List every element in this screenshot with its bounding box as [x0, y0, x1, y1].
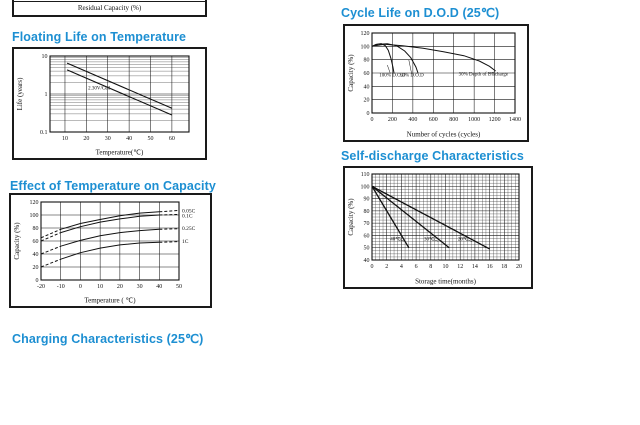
svg-text:80: 80 [364, 58, 370, 64]
svg-text:50: 50 [176, 284, 182, 290]
svg-text:20℃: 20℃ [458, 236, 469, 242]
svg-text:Temperature ( ℃): Temperature ( ℃) [84, 297, 136, 305]
svg-text:60: 60 [33, 239, 39, 245]
svg-text:50: 50 [148, 136, 154, 142]
svg-text:40: 40 [33, 252, 39, 258]
svg-text:0: 0 [79, 284, 82, 290]
svg-text:Life (years): Life (years) [16, 77, 24, 111]
svg-text:80: 80 [33, 226, 39, 232]
svg-text:40: 40 [126, 136, 132, 142]
svg-text:10: 10 [62, 136, 68, 142]
svg-text:-10: -10 [57, 284, 65, 290]
self-discharge-title: Self-discharge Characteristics [341, 149, 524, 163]
svg-text:18: 18 [501, 264, 507, 270]
svg-text:Capacity (%): Capacity (%) [13, 222, 21, 260]
self-discharge-chart: 0 2 4 6 8 10 12 14 16 18 20 40 50 60 70 80 90 100 110 Stora… [343, 166, 533, 289]
svg-text:1000: 1000 [468, 117, 480, 123]
svg-text:2.30V/Cell: 2.30V/Cell [88, 87, 111, 92]
svg-text:1200: 1200 [489, 117, 501, 123]
cycle-life-plot: 0 200 400 600 800 1000 1200 1400 0 20 40 60 80 100 120… [347, 31, 521, 139]
svg-text:40℃: 40℃ [390, 236, 401, 242]
svg-text:20: 20 [117, 284, 123, 290]
svg-text:16: 16 [487, 264, 493, 270]
svg-text:60: 60 [364, 233, 370, 239]
cycle-life-title: Cycle Life on D.O.D (25℃) [341, 6, 500, 20]
svg-text:100: 100 [361, 184, 370, 190]
svg-text:70: 70 [364, 221, 370, 227]
svg-text:0: 0 [36, 278, 39, 284]
svg-text:110: 110 [361, 172, 370, 178]
svg-text:10: 10 [97, 284, 103, 290]
svg-text:100% D.O.D: 100% D.O.D [379, 73, 406, 78]
floating-life-plot: 10 20 30 40 50 60 0.1 1 10 Temperature(℃) Life (ye… [16, 54, 190, 157]
svg-text:30: 30 [137, 284, 143, 290]
svg-text:40: 40 [364, 84, 370, 90]
svg-text:90: 90 [364, 197, 370, 203]
svg-text:120: 120 [361, 31, 370, 37]
svg-text:20: 20 [83, 136, 89, 142]
svg-text:800: 800 [449, 117, 458, 123]
floating-life-title: Floating Life on Temperature [12, 30, 187, 44]
cycle-life-chart: 0 200 400 600 800 1000 1200 1400 0 20 40 60 80 100 120… [343, 24, 529, 142]
svg-text:1C: 1C [182, 239, 189, 245]
svg-text:Number of cycles (cycles): Number of cycles (cycles) [407, 131, 481, 139]
cutoff-chart-fragment: Residual Capacity (%) [12, 0, 207, 17]
svg-text:0.1: 0.1 [40, 130, 48, 136]
temp-capacity-chart: -20 -10 0 10 20 30 40 50 0 20 40 60 80 100 120 Temperat… [9, 193, 212, 308]
svg-text:120: 120 [30, 200, 39, 206]
svg-text:1400: 1400 [509, 117, 521, 123]
svg-text:0.25C: 0.25C [182, 226, 196, 232]
svg-text:400: 400 [408, 117, 417, 123]
svg-text:14: 14 [472, 264, 478, 270]
svg-text:0: 0 [371, 264, 374, 270]
svg-text:20: 20 [364, 98, 370, 104]
svg-text:2: 2 [385, 264, 388, 270]
svg-text:100: 100 [361, 44, 370, 50]
floating-life-chart: 10 20 30 40 50 60 0.1 1 10 Temperature(℃) Life (ye… [12, 47, 207, 160]
svg-text:Storage time(months): Storage time(months) [415, 278, 477, 286]
svg-text:0.05C: 0.05C [182, 208, 196, 214]
svg-text:30% Depth of Discharge: 30% Depth of Discharge [459, 73, 509, 78]
svg-text:20: 20 [33, 265, 39, 271]
svg-text:50% D.O.D: 50% D.O.D [400, 73, 424, 78]
svg-text:100: 100 [30, 213, 39, 219]
charging-characteristics-title: Charging Characteristics (25℃) [12, 332, 204, 346]
svg-text:0.1C: 0.1C [182, 214, 193, 220]
self-discharge-plot: 0 2 4 6 8 10 12 14 16 18 20 40 50 60 70 80 90 100 110 Stora… [347, 172, 522, 286]
svg-text:40: 40 [364, 258, 370, 264]
svg-text:0: 0 [367, 111, 370, 117]
svg-text:30℃: 30℃ [424, 236, 435, 242]
temp-capacity-title: Effect of Temperature on Capacity [10, 179, 216, 193]
svg-text:30: 30 [105, 136, 111, 142]
svg-text:600: 600 [429, 117, 438, 123]
svg-text:6: 6 [415, 264, 418, 270]
svg-text:-20: -20 [37, 284, 45, 290]
svg-text:1: 1 [45, 92, 48, 98]
svg-text:200: 200 [388, 117, 397, 123]
svg-text:0: 0 [371, 117, 374, 123]
svg-text:8: 8 [429, 264, 432, 270]
temp-capacity-plot: -20 -10 0 10 20 30 40 50 0 20 40 60 80 100 120 Temperat… [13, 200, 196, 305]
svg-text:10: 10 [443, 264, 449, 270]
svg-text:12: 12 [457, 264, 463, 270]
svg-text:10: 10 [42, 54, 48, 60]
svg-text:Temperature(℃): Temperature(℃) [96, 149, 144, 157]
svg-text:50: 50 [364, 246, 370, 252]
svg-text:Capacity (%): Capacity (%) [347, 54, 355, 92]
svg-text:Capacity (%): Capacity (%) [347, 198, 355, 236]
svg-text:4: 4 [400, 264, 403, 270]
svg-text:40: 40 [156, 284, 162, 290]
cutoff-chart-plot-bottom-line [14, 1, 205, 2]
svg-text:20: 20 [516, 264, 522, 270]
svg-text:60: 60 [169, 136, 175, 142]
cutoff-chart-axis-label: Residual Capacity (%) [77, 4, 142, 12]
svg-text:80: 80 [364, 209, 370, 215]
svg-text:60: 60 [364, 71, 370, 77]
